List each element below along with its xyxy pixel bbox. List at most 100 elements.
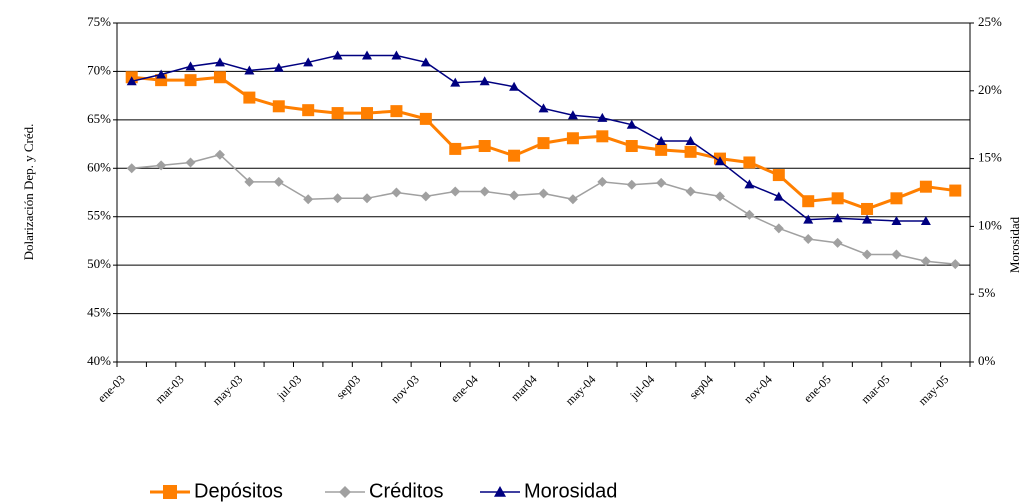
marker — [626, 179, 637, 190]
marker — [597, 176, 608, 187]
marker — [184, 74, 197, 87]
y-tick-label: 60% — [87, 159, 111, 174]
marker — [126, 163, 137, 174]
marker — [214, 57, 225, 67]
marker — [478, 140, 491, 153]
marker — [890, 192, 903, 205]
y2-tick-label: 5% — [978, 285, 996, 300]
marker — [332, 50, 343, 60]
marker — [185, 157, 196, 168]
x-tick-label: may-03 — [210, 372, 246, 408]
marker — [831, 192, 844, 205]
marker — [567, 194, 578, 205]
marker — [419, 112, 432, 125]
marker — [156, 160, 167, 171]
marker — [862, 249, 873, 260]
marker — [538, 188, 549, 199]
marker — [920, 215, 931, 225]
marker — [420, 57, 431, 67]
marker — [213, 71, 226, 84]
marker — [331, 107, 344, 120]
legend-label: Depósitos — [194, 480, 283, 502]
marker — [303, 57, 314, 67]
y-axis-label: Dolarización Dep. y Créd. — [21, 124, 36, 261]
x-tick-label: mar-03 — [152, 372, 186, 406]
y-tick-label: 50% — [87, 256, 111, 271]
marker — [919, 180, 932, 193]
marker — [538, 103, 549, 113]
x-tick-label: jul-03 — [273, 372, 304, 403]
marker — [390, 105, 403, 118]
marker — [450, 77, 461, 87]
marker — [362, 50, 373, 60]
marker — [303, 194, 314, 205]
marker — [449, 142, 462, 155]
x-tick-label: mar-05 — [858, 372, 892, 406]
y2-tick-label: 25% — [978, 14, 1002, 29]
marker — [566, 132, 579, 145]
marker — [214, 149, 225, 160]
marker — [685, 135, 696, 145]
marker — [361, 107, 374, 120]
marker — [450, 186, 461, 197]
marker — [950, 259, 961, 270]
x-tick-label: sep04 — [686, 372, 716, 402]
y-tick-label: 65% — [87, 111, 111, 126]
y-tick-label: 40% — [87, 353, 111, 368]
x-tick-label: may-05 — [916, 372, 952, 408]
marker — [273, 62, 284, 72]
marker — [861, 202, 874, 215]
marker — [891, 215, 902, 225]
y2-tick-label: 10% — [978, 217, 1002, 232]
y2-axis-label: Morosidad — [1007, 216, 1022, 273]
marker — [339, 486, 351, 498]
marker — [332, 193, 343, 204]
x-tick-label: jul-04 — [626, 372, 657, 403]
marker — [772, 169, 785, 182]
legend-label: Morosidad — [524, 480, 617, 502]
marker — [479, 186, 490, 197]
marker — [302, 104, 315, 117]
y2-tick-label: 20% — [978, 82, 1002, 97]
marker — [597, 112, 608, 122]
marker — [272, 100, 285, 113]
marker — [163, 485, 177, 499]
marker — [773, 223, 784, 234]
x-tick-label: mar04 — [508, 372, 540, 404]
y-tick-label: 55% — [87, 208, 111, 223]
marker — [744, 209, 755, 220]
marker — [714, 191, 725, 202]
marker — [949, 184, 962, 197]
marker — [244, 176, 255, 187]
marker — [803, 233, 814, 244]
marker — [509, 81, 520, 91]
marker — [362, 193, 373, 204]
marker — [537, 137, 550, 150]
marker — [244, 65, 255, 75]
marker — [596, 130, 609, 143]
marker — [243, 91, 256, 104]
marker — [684, 145, 697, 158]
series-line — [131, 153, 956, 265]
marker — [655, 143, 668, 156]
marker — [656, 135, 667, 145]
marker — [509, 190, 520, 201]
x-tick-label: may-04 — [563, 372, 599, 408]
marker — [567, 110, 578, 120]
marker — [508, 149, 521, 162]
marker — [714, 156, 725, 166]
marker — [832, 237, 843, 248]
marker — [126, 76, 137, 86]
marker — [626, 119, 637, 129]
x-tick-label: nov-03 — [388, 372, 422, 406]
marker — [656, 177, 667, 188]
marker — [744, 179, 755, 189]
marker — [185, 61, 196, 71]
marker — [273, 176, 284, 187]
y-tick-label: 45% — [87, 305, 111, 320]
marker — [685, 186, 696, 197]
x-tick-label: ene-03 — [95, 372, 128, 405]
x-tick-label: ene-04 — [448, 372, 481, 405]
marker — [862, 214, 873, 224]
